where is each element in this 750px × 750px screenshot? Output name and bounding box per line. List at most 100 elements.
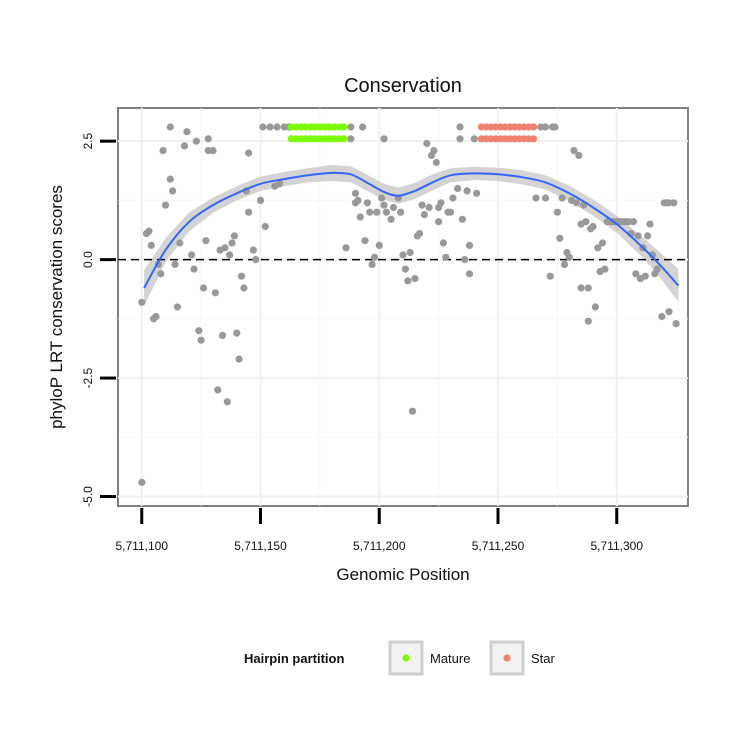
data-point-88 <box>420 211 428 219</box>
data-point-17 <box>180 142 189 150</box>
data-point-170 <box>672 320 680 328</box>
data-point-14 <box>171 260 179 268</box>
data-point-23 <box>197 336 205 344</box>
data-point-84 <box>411 275 419 283</box>
data-point-34 <box>223 398 231 406</box>
data-point-136 <box>589 222 597 231</box>
data-point-4 <box>147 241 155 249</box>
y-tick-label-0: -5.0 <box>81 486 95 507</box>
data-point-95 <box>435 218 443 226</box>
data-point-49 <box>261 222 269 231</box>
data-point-58 <box>347 123 355 131</box>
data-point-44 <box>245 208 253 216</box>
data-point-74 <box>382 208 390 216</box>
data-point-28 <box>209 147 217 155</box>
data-point-10 <box>161 201 170 209</box>
y-tick-label-2: 0.0 <box>81 251 95 268</box>
data-point-68 <box>370 253 379 261</box>
data-point-64 <box>361 237 369 245</box>
data-point-111 <box>473 189 481 197</box>
x-tick-label-0: 5,711,100 <box>116 539 169 553</box>
data-point-92 <box>430 147 438 155</box>
smooth-fit-line <box>143 171 680 289</box>
data-point-105 <box>458 215 466 223</box>
legend-title: Hairpin partition <box>244 651 344 666</box>
mature-point-22 <box>340 123 348 131</box>
data-point-56 <box>342 244 350 252</box>
data-point-3 <box>145 227 153 235</box>
data-point-141 <box>601 265 609 273</box>
data-point-87 <box>418 201 426 209</box>
data-point-37 <box>230 232 238 240</box>
data-point-62 <box>356 213 364 221</box>
data-point-80 <box>401 265 409 273</box>
data-point-124 <box>565 253 573 261</box>
data-point-130 <box>577 284 585 292</box>
data-point-57 <box>347 135 355 143</box>
data-point-70 <box>375 241 383 249</box>
data-point-116 <box>546 272 554 280</box>
data-point-164 <box>658 312 666 321</box>
data-point-6 <box>152 312 160 321</box>
data-point-73 <box>380 135 388 143</box>
data-point-169 <box>670 199 678 207</box>
chart-title: Conservation <box>344 75 462 97</box>
data-point-36 <box>228 239 236 247</box>
data-point-11 <box>166 123 174 131</box>
data-point-96 <box>437 199 445 207</box>
x-axis-title: Genomic Position <box>336 565 469 584</box>
x-tick-label-4: 5,711,300 <box>591 539 644 553</box>
data-point-18 <box>183 128 191 136</box>
data-point-159 <box>644 232 652 240</box>
data-point-110 <box>470 135 478 143</box>
legend-dot-star <box>503 654 511 662</box>
x-tick-label-1: 5,711,150 <box>234 539 287 553</box>
data-point-103 <box>456 135 464 143</box>
data-point-29 <box>211 289 219 297</box>
data-point-45 <box>249 246 257 254</box>
data-point-127 <box>572 199 581 207</box>
y-tick-label-3: 2.5 <box>81 133 95 150</box>
data-point-138 <box>594 244 602 252</box>
data-point-128 <box>575 151 583 159</box>
data-point-153 <box>629 218 638 226</box>
data-point-21 <box>192 137 200 145</box>
data-point-133 <box>584 317 592 325</box>
panel-border <box>117 107 689 507</box>
legend-dot-mature <box>402 654 410 662</box>
data-point-15 <box>173 303 181 311</box>
data-point-112 <box>532 194 540 202</box>
data-point-76 <box>389 203 398 212</box>
plot-panel <box>117 107 689 507</box>
data-point-121 <box>558 194 566 202</box>
data-point-134 <box>584 284 592 292</box>
mature-point-23 <box>340 135 348 143</box>
data-point-158 <box>641 272 649 280</box>
data-point-9 <box>159 147 167 155</box>
legend-label-star: Star <box>531 651 556 666</box>
data-point-39 <box>235 355 243 363</box>
data-point-89 <box>423 139 431 148</box>
data-point-12 <box>166 175 174 183</box>
data-point-98 <box>442 253 450 261</box>
data-point-30 <box>214 386 222 394</box>
data-point-102 <box>454 184 462 193</box>
data-point-69 <box>373 208 381 216</box>
data-point-118 <box>551 123 559 131</box>
data-point-132 <box>582 218 590 226</box>
data-point-50 <box>266 123 274 131</box>
data-point-16 <box>176 239 184 247</box>
data-point-22 <box>195 327 203 335</box>
data-point-168 <box>665 308 673 316</box>
data-point-75 <box>387 215 395 223</box>
data-point-160 <box>646 220 654 228</box>
data-point-19 <box>188 251 196 259</box>
data-point-106 <box>461 256 469 264</box>
data-point-59 <box>351 189 360 197</box>
data-point-63 <box>359 123 367 131</box>
x-tick-label-2: 5,711,200 <box>353 539 406 553</box>
data-point-65 <box>363 199 371 207</box>
x-tick-label-3: 5,711,250 <box>472 539 525 553</box>
